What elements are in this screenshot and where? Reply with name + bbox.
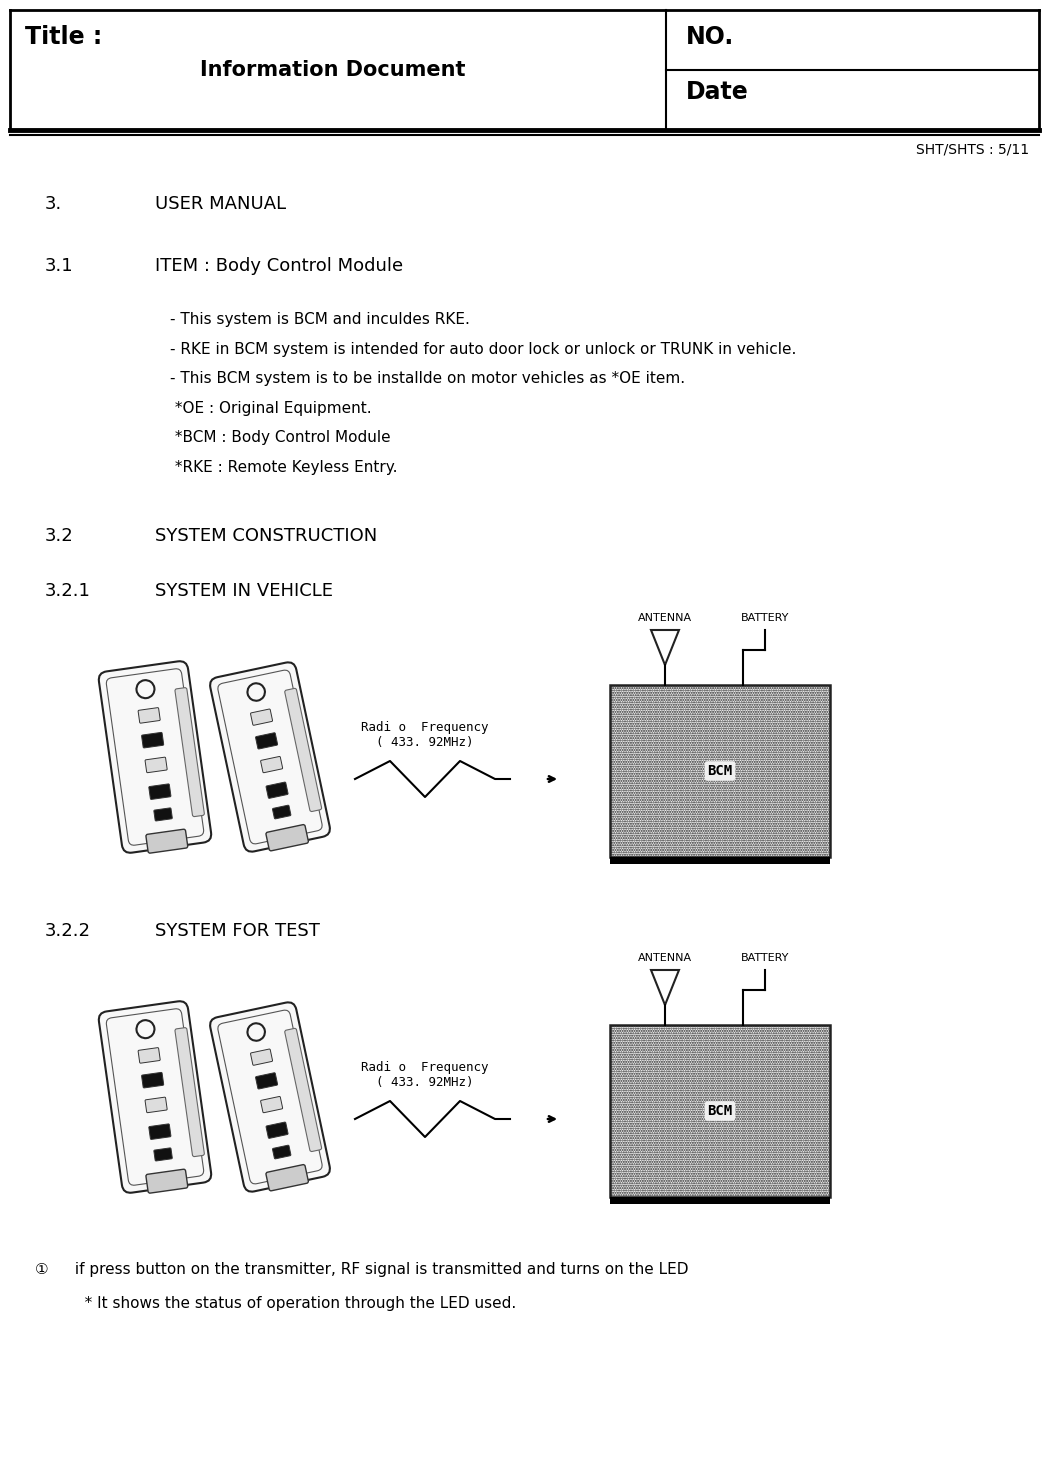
Text: SYSTEM IN VEHICLE: SYSTEM IN VEHICLE	[155, 583, 333, 600]
FancyBboxPatch shape	[266, 1121, 288, 1139]
Text: *BCM : Body Control Module: *BCM : Body Control Module	[170, 430, 390, 445]
Text: BATTERY: BATTERY	[741, 613, 789, 624]
FancyBboxPatch shape	[149, 1124, 171, 1139]
Polygon shape	[651, 630, 679, 665]
Text: BCM: BCM	[707, 1104, 732, 1118]
FancyBboxPatch shape	[256, 733, 278, 750]
Text: *OE : Original Equipment.: *OE : Original Equipment.	[170, 401, 371, 416]
Text: SYSTEM FOR TEST: SYSTEM FOR TEST	[155, 922, 320, 940]
FancyBboxPatch shape	[142, 1073, 164, 1088]
Text: ANTENNA: ANTENNA	[638, 953, 692, 963]
Text: Title :: Title :	[25, 25, 102, 48]
FancyBboxPatch shape	[146, 829, 188, 854]
Text: BATTERY: BATTERY	[741, 953, 789, 963]
Text: 3.2.1: 3.2.1	[45, 583, 91, 600]
FancyBboxPatch shape	[146, 1170, 188, 1193]
Text: Information Document: Information Document	[200, 60, 466, 81]
FancyBboxPatch shape	[99, 662, 211, 852]
FancyBboxPatch shape	[260, 1097, 282, 1113]
Text: 3.2.2: 3.2.2	[45, 922, 91, 940]
Text: SHT/SHTS : 5/11: SHT/SHTS : 5/11	[916, 142, 1029, 157]
Text: Date: Date	[686, 81, 749, 104]
Text: Radi o  Frequency
( 433. 92MHz): Radi o Frequency ( 433. 92MHz)	[361, 1061, 489, 1089]
FancyBboxPatch shape	[256, 1073, 278, 1089]
FancyBboxPatch shape	[145, 757, 167, 773]
FancyBboxPatch shape	[154, 1148, 172, 1161]
FancyBboxPatch shape	[99, 1001, 211, 1193]
Text: - RKE in BCM system is intended for auto door lock or unlock or TRUNK in vehicle: - RKE in BCM system is intended for auto…	[170, 341, 796, 357]
FancyBboxPatch shape	[251, 1050, 273, 1066]
Text: BCM: BCM	[707, 764, 732, 777]
FancyBboxPatch shape	[260, 757, 282, 773]
FancyBboxPatch shape	[273, 1145, 291, 1159]
FancyBboxPatch shape	[266, 824, 308, 851]
Bar	[611, 856, 830, 864]
FancyBboxPatch shape	[251, 709, 273, 725]
Text: 3.: 3.	[45, 195, 62, 212]
Text: 3.2: 3.2	[45, 527, 73, 545]
Text: if press button on the transmitter, RF signal is transmitted and turns on the LE: if press button on the transmitter, RF s…	[70, 1262, 688, 1277]
Text: Radi o  Frequency
( 433. 92MHz): Radi o Frequency ( 433. 92MHz)	[361, 720, 489, 750]
Text: - This system is BCM and inculdes RKE.: - This system is BCM and inculdes RKE.	[170, 312, 470, 326]
FancyBboxPatch shape	[284, 1028, 322, 1152]
Text: ITEM : Body Control Module: ITEM : Body Control Module	[155, 258, 403, 275]
Text: ①: ①	[35, 1262, 48, 1277]
Bar	[611, 1025, 830, 1198]
Text: ANTENNA: ANTENNA	[638, 613, 692, 624]
Text: * It shows the status of operation through the LED used.: * It shows the status of operation throu…	[70, 1296, 516, 1310]
Text: SYSTEM CONSTRUCTION: SYSTEM CONSTRUCTION	[155, 527, 378, 545]
FancyBboxPatch shape	[142, 732, 164, 748]
FancyBboxPatch shape	[210, 1003, 330, 1192]
FancyBboxPatch shape	[210, 662, 330, 852]
FancyBboxPatch shape	[266, 1165, 308, 1190]
FancyBboxPatch shape	[175, 1028, 205, 1157]
Text: *RKE : Remote Keyless Entry.: *RKE : Remote Keyless Entry.	[170, 460, 398, 474]
FancyBboxPatch shape	[273, 805, 291, 818]
Text: USER MANUAL: USER MANUAL	[155, 195, 286, 212]
Text: 3.1: 3.1	[45, 258, 73, 275]
FancyBboxPatch shape	[284, 688, 322, 811]
Bar	[611, 685, 830, 856]
FancyBboxPatch shape	[149, 783, 171, 799]
FancyBboxPatch shape	[266, 782, 288, 798]
FancyBboxPatch shape	[145, 1097, 167, 1113]
Bar	[611, 1198, 830, 1203]
Text: - This BCM system is to be installde on motor vehicles as *OE item.: - This BCM system is to be installde on …	[170, 370, 685, 386]
FancyBboxPatch shape	[138, 1048, 160, 1063]
FancyBboxPatch shape	[175, 688, 205, 817]
FancyBboxPatch shape	[154, 808, 172, 821]
FancyBboxPatch shape	[138, 707, 160, 723]
Text: NO.: NO.	[686, 25, 734, 48]
Polygon shape	[651, 971, 679, 1004]
